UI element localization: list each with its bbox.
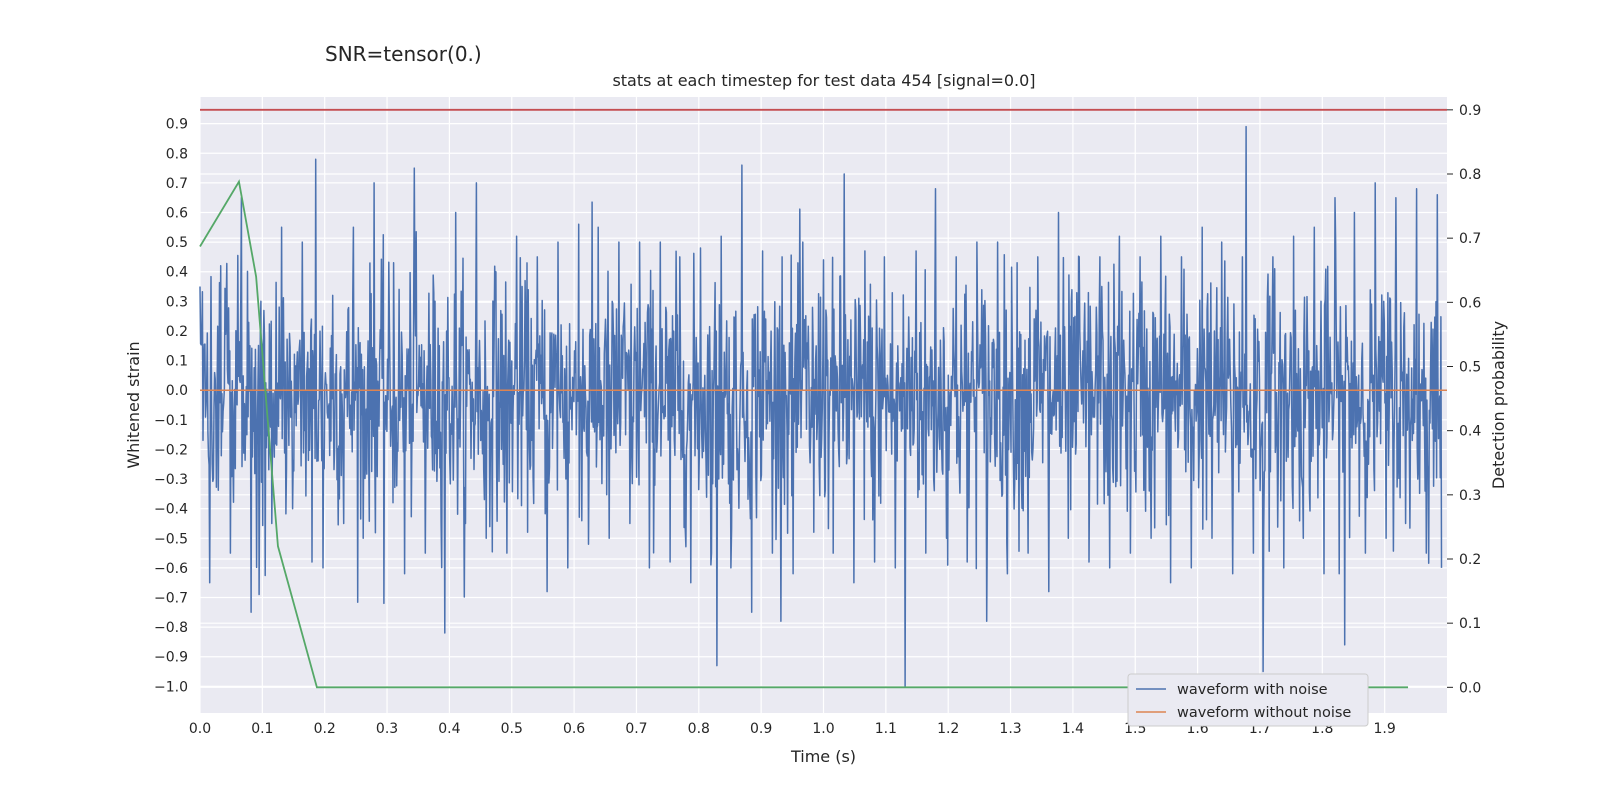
ticks: 0.0 0.1 0.2 0.3 0.4 0.5 0.6 0.7 0.8 0.9 1.0 1.1 1.2 1… [154,103,1481,737]
x-tick-label: 1.0 [812,721,834,737]
y-right-tick-label: 0.5 [1459,360,1481,376]
y-tick-label: 0.4 [166,265,188,281]
y-tick-label: 0.2 [166,324,188,340]
x-tick-label: 0.4 [438,721,460,737]
y-right-tick-label: 0.7 [1459,231,1481,247]
y-tick-label: −1.0 [154,679,188,695]
series-waveform-with-noise [199,125,1443,688]
x-tick-label: 0.6 [563,721,585,737]
y-right-tick-label: 0.6 [1459,295,1481,311]
y-tick-label: −0.3 [154,472,188,488]
series-detection-probability [199,179,1409,689]
y-tick-label: 0.9 [166,117,188,133]
legend-box [1127,673,1369,727]
x-tick-label: 0.0 [189,721,211,737]
y-tick-label: −0.8 [154,620,188,636]
y-tick-label: −0.9 [154,650,188,666]
x-tick-label: 0.2 [314,721,336,737]
x-tick-label: 0.3 [376,721,398,737]
legend: waveform with noise waveform without noi… [1127,673,1369,727]
y-tick-label: −0.4 [154,502,188,518]
y-tick-label: −0.6 [154,561,188,577]
y-tick-label: −0.7 [154,591,188,607]
y-right-tick-label: 0.2 [1459,552,1481,568]
x-axis-label: Time (s) [790,747,856,766]
y-tick-label: 0.1 [166,354,188,370]
y-tick-label: −0.2 [154,442,188,458]
x-tick-label: 0.5 [501,721,523,737]
figure-suptitle: SNR=tensor(0.) [325,42,482,66]
y-tick-label: 0.8 [166,146,188,162]
x-tick-label: 1.2 [937,721,959,737]
x-tick-label: 1.9 [1374,721,1396,737]
series-layer [199,108,1447,689]
x-tick-label: 0.9 [750,721,772,737]
y-right-tick-label: 0.0 [1459,680,1481,696]
y-right-tick-label: 0.1 [1459,616,1481,632]
y-tick-label: 0.0 [166,383,188,399]
y-tick-label: 0.7 [166,176,188,192]
y-axis-label: Whitened strain [124,341,143,468]
y-right-tick-label: 0.8 [1459,167,1481,183]
legend-label-waveform-with-noise: waveform with noise [1177,682,1328,698]
x-tick-label: 0.7 [625,721,647,737]
y-right-tick-label: 0.3 [1459,488,1481,504]
chart-title: stats at each timestep for test data 454… [612,71,1036,90]
legend-label-waveform-without-noise: waveform without noise [1177,705,1351,721]
y-tick-label: 0.5 [166,235,188,251]
y-tick-label: 0.3 [166,294,188,310]
y-tick-label: 0.6 [166,206,188,222]
y-axis-right-label: Detection probability [1489,321,1508,489]
x-tick-label: 1.1 [875,721,897,737]
y-right-tick-label: 0.4 [1459,424,1481,440]
y-tick-label: −0.1 [154,413,188,429]
x-tick-label: 0.1 [251,721,273,737]
x-tick-label: 1.3 [999,721,1021,737]
y-right-tick-label: 0.9 [1459,103,1481,119]
x-tick-label: 1.4 [1062,721,1084,737]
y-tick-label: −0.5 [154,531,188,547]
x-tick-label: 0.8 [688,721,710,737]
